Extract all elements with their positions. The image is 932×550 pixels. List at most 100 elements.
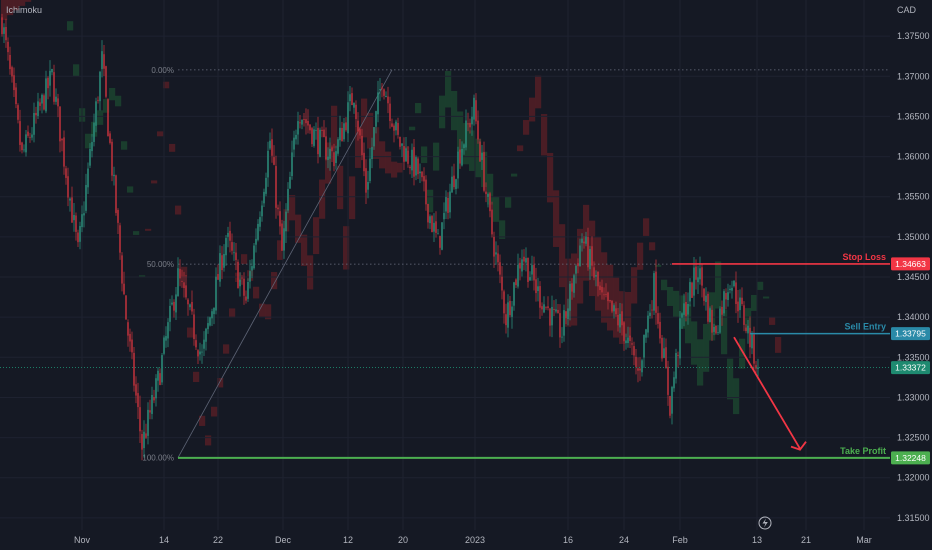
cloud-segment	[109, 87, 116, 101]
candle-body	[121, 255, 123, 284]
candle-body	[151, 394, 153, 414]
candle-body	[527, 257, 529, 283]
candle-body	[267, 150, 269, 178]
level-price-tag[interactable]	[891, 327, 930, 341]
candle-body	[677, 354, 679, 356]
candle-body	[115, 175, 117, 213]
level-price-tag[interactable]	[891, 257, 930, 271]
candle-body	[237, 261, 239, 289]
level-price-tag[interactable]	[891, 451, 930, 465]
candle-body	[475, 100, 477, 122]
candle-body	[737, 301, 739, 312]
cloud-segment	[775, 336, 782, 353]
candle-body	[215, 276, 217, 311]
candle-body	[671, 387, 673, 414]
candle-body	[449, 191, 451, 213]
price-axis[interactable]: 1.37500 1.37000 1.36500 1.36000 1.35500 1.350…	[897, 31, 930, 523]
cloud-segment	[439, 95, 446, 129]
cloud-segment	[205, 435, 212, 446]
cloud-segment	[133, 231, 140, 235]
time-axis[interactable]: Nov 14 22 Dec 12 20 2023 16 24 Feb 13 21 Mar	[74, 535, 872, 545]
candle-body	[589, 249, 591, 270]
candle-body	[601, 286, 603, 293]
current-price-tag[interactable]	[891, 361, 930, 375]
candle-body	[353, 102, 355, 108]
candle-body	[183, 282, 185, 289]
cloud-segment	[1, 0, 8, 21]
candle-body	[431, 216, 433, 233]
cloud-segment	[517, 145, 524, 152]
cloud-segment	[289, 195, 296, 221]
candle-body	[45, 78, 47, 112]
candle-body	[351, 93, 353, 106]
candle-body	[113, 174, 115, 177]
candle-body	[711, 309, 713, 333]
cloud-segment	[457, 111, 464, 153]
candle-body	[603, 294, 605, 296]
y-tick-label: 1.36500	[897, 111, 930, 121]
candle-body	[83, 213, 85, 216]
candle-body	[675, 353, 677, 379]
candle-body	[427, 203, 429, 223]
cloud-segment	[745, 308, 752, 332]
cloud-segment	[271, 272, 278, 290]
candle-body	[17, 105, 19, 120]
candle-body	[701, 267, 703, 286]
indicator-label[interactable]: Ichimoku	[6, 5, 42, 15]
candle-body	[203, 339, 205, 349]
candle-body	[409, 166, 411, 169]
candle-body	[219, 253, 221, 282]
cloud-segment	[241, 254, 248, 265]
candle-body	[189, 304, 191, 308]
cloud-segment	[415, 103, 422, 114]
candle-body	[295, 134, 297, 140]
cloud-segment	[157, 131, 164, 137]
candle-body	[277, 207, 279, 210]
candle-body	[483, 152, 485, 191]
cloud-segment	[73, 64, 80, 77]
x-tick-label: 24	[619, 535, 629, 545]
candle-body	[329, 148, 331, 159]
cloud-segment	[487, 173, 494, 205]
candle-body	[617, 314, 619, 326]
x-tick-label: 21	[801, 535, 811, 545]
candle-body	[533, 264, 535, 281]
candle-body	[579, 245, 581, 267]
cloud-segment	[697, 339, 704, 386]
trade-levels[interactable]: Stop Loss 1.34663 Sell Entry 1.33795 Take Pr…	[0, 252, 930, 465]
cloud-segment	[223, 344, 230, 354]
candle-body	[99, 71, 101, 102]
cloud-segment	[337, 165, 344, 210]
candle-body	[213, 307, 215, 315]
projection-arrow	[733, 336, 807, 451]
candle-body	[143, 431, 145, 449]
lightning-icon[interactable]	[758, 516, 772, 530]
candle-body	[139, 407, 141, 432]
cloud-segment	[97, 110, 104, 125]
candle-body	[699, 268, 701, 280]
candle-body	[335, 151, 337, 164]
candle-body	[311, 128, 313, 145]
candle-body	[587, 236, 589, 268]
candle-body	[435, 221, 437, 233]
cloud-segment	[541, 114, 548, 156]
candle-body	[309, 124, 311, 131]
candle-body	[317, 127, 319, 155]
candle-body	[503, 291, 505, 314]
candle-body	[239, 279, 241, 287]
candle-body	[393, 125, 395, 131]
candle-body	[557, 309, 559, 314]
candle-body	[401, 143, 403, 146]
cloud-segment	[379, 141, 386, 169]
candle-body	[439, 236, 441, 248]
cloud-segment	[175, 205, 182, 215]
candle-body	[137, 393, 139, 408]
candle-body	[165, 336, 167, 341]
x-tick-label: 14	[159, 535, 169, 545]
candle-body	[391, 123, 393, 127]
cloud-segment	[355, 126, 362, 168]
candle-body	[269, 140, 271, 149]
x-tick-label: Dec	[275, 535, 292, 545]
candle-body	[729, 288, 731, 291]
